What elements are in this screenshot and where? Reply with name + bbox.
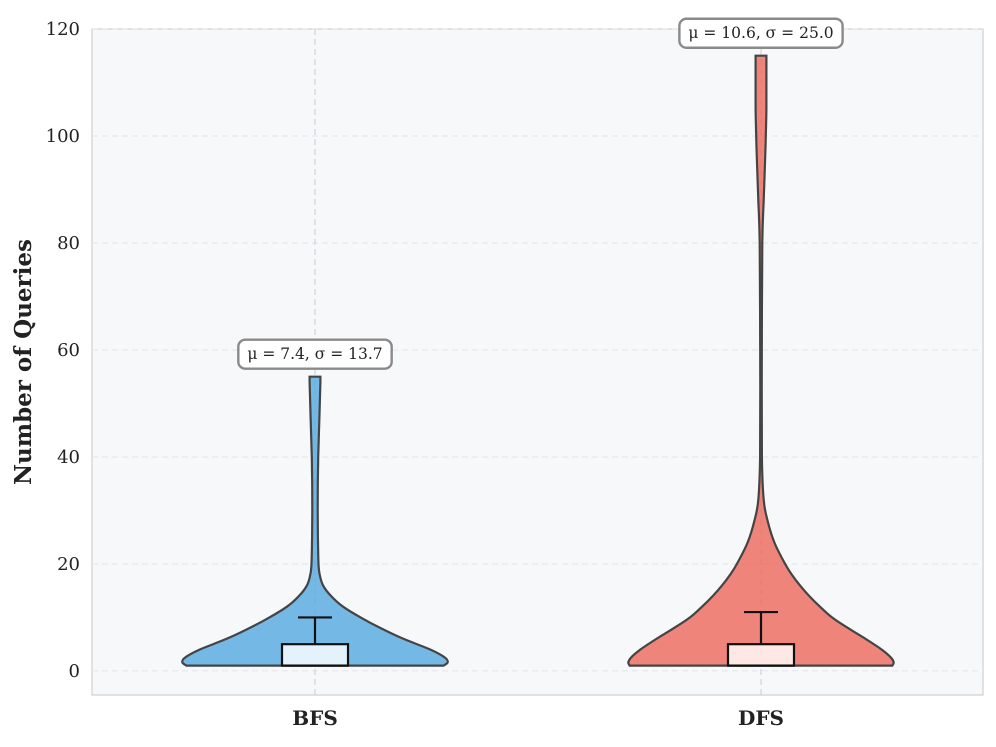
y-axis-label: Number of Queries xyxy=(10,239,37,485)
stats-label: μ = 7.4, σ = 13.7 xyxy=(247,345,382,363)
y-tick-label: 0 xyxy=(69,661,80,682)
violin-dfs: μ = 10.6, σ = 25.0 xyxy=(627,17,895,667)
y-tick-label: 100 xyxy=(46,126,80,147)
plot-area xyxy=(91,28,984,696)
iqr-box xyxy=(726,643,796,667)
stats-label-box xyxy=(678,17,844,49)
stats-label: μ = 10.6, σ = 25.0 xyxy=(688,24,833,42)
stats-label-box xyxy=(237,338,393,370)
y-tick-label: 60 xyxy=(57,340,80,361)
violins: μ = 7.4, σ = 13.7 μ = 10.6, σ = 25.0 xyxy=(181,17,895,667)
x-tick-label-dfs: DFS xyxy=(738,706,784,730)
y-tick-label: 20 xyxy=(57,554,80,575)
y-tick-label: 40 xyxy=(57,447,80,468)
iqr-box xyxy=(280,643,350,667)
violin-body-dfs xyxy=(627,54,895,667)
y-tick-label: 120 xyxy=(46,19,80,40)
axes: 0 20 40 60 80 100 120 BFS DFS xyxy=(46,19,784,730)
violin-body-bfs xyxy=(181,375,449,667)
violin-bfs: μ = 7.4, σ = 13.7 xyxy=(181,338,449,667)
x-tick-label-bfs: BFS xyxy=(292,706,338,730)
y-tick-label: 80 xyxy=(57,233,80,254)
